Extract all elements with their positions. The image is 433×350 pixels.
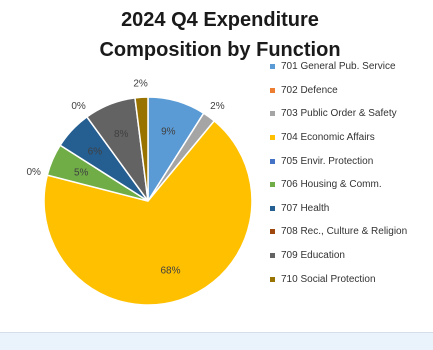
legend-label: 707 Health bbox=[281, 202, 330, 214]
legend-item-705-envir-protection: 705 Envir. Protection bbox=[270, 149, 433, 173]
legend-label: 703 Public Order & Safety bbox=[281, 108, 397, 120]
chart-area: 9% 2% 68% 0% 5% 6% 0% 8% 2% 2024 Q4 Expenditure … bbox=[26, 5, 433, 306]
legend-swatch bbox=[270, 87, 275, 93]
legend-label: 705 Envir. Protection bbox=[281, 155, 374, 167]
pie-slice-704-economic-affairs bbox=[43, 119, 253, 306]
chart-title: 2024 Q4 Expenditure Composition by Funct… bbox=[70, 5, 370, 65]
legend-label: 706 Housing & Comm. bbox=[281, 179, 382, 191]
data-label-709-education: 8% bbox=[114, 129, 129, 140]
data-label-701-general-pub-service: 9% bbox=[161, 127, 176, 138]
data-label-710-social-protection: 2% bbox=[133, 79, 148, 90]
legend-label: 709 Education bbox=[281, 250, 345, 262]
legend-item-706-housing-comm: 706 Housing & Comm. bbox=[270, 173, 433, 197]
data-label-708-rec-culture-religion: 0% bbox=[71, 101, 86, 112]
legend-item-701-general-pub-service: 701 General Pub. Service bbox=[270, 55, 433, 79]
data-label-704-economic-affairs: 68% bbox=[160, 266, 180, 277]
chart-title-line-2: Composition by Function bbox=[99, 39, 341, 61]
pie-chart: 9% 2% 68% 0% 5% 6% 0% 8% 2% bbox=[26, 79, 253, 306]
legend-label: 701 General Pub. Service bbox=[281, 61, 396, 73]
legend-item-707-health: 707 Health bbox=[270, 197, 433, 221]
legend-swatch bbox=[270, 253, 275, 259]
legend-swatch bbox=[270, 64, 275, 70]
data-label-707-health: 6% bbox=[88, 147, 103, 158]
legend-label: 710 Social Protection bbox=[281, 273, 376, 285]
data-label-705-envir-protection: 0% bbox=[26, 167, 41, 178]
data-label-703-public-order-safety: 2% bbox=[210, 101, 225, 112]
legend-label: 704 Economic Affairs bbox=[281, 132, 375, 144]
legend-item-702-defence: 702 Defence bbox=[270, 79, 433, 103]
legend-item-710-social-protection: 710 Social Protection bbox=[270, 267, 433, 291]
legend-swatch bbox=[270, 229, 275, 235]
legend-swatch bbox=[270, 276, 275, 282]
legend-label: 708 Rec., Culture & Religion bbox=[281, 226, 408, 238]
pie-slice-710-social-protection bbox=[134, 96, 149, 202]
legend-item-703-public-order-safety: 703 Public Order & Safety bbox=[270, 102, 433, 126]
legend-swatch bbox=[270, 205, 275, 211]
legend-item-704-economic-affairs: 704 Economic Affairs bbox=[270, 126, 433, 150]
data-label-706-housing-comm: 5% bbox=[74, 168, 89, 179]
chart-title-line-1: 2024 Q4 Expenditure bbox=[121, 9, 319, 31]
legend-swatch bbox=[270, 111, 275, 117]
legend-swatch bbox=[270, 158, 275, 164]
legend-swatch bbox=[270, 182, 275, 188]
bottom-strip bbox=[0, 332, 433, 350]
legend-item-708-rec-culture-religion: 708 Rec., Culture & Religion bbox=[270, 220, 433, 244]
legend-label: 702 Defence bbox=[281, 84, 338, 96]
legend-swatch bbox=[270, 135, 275, 141]
chart-legend: 701 General Pub. Service 702 Defence 703 P… bbox=[270, 55, 433, 291]
legend-item-709-education: 709 Education bbox=[270, 244, 433, 268]
